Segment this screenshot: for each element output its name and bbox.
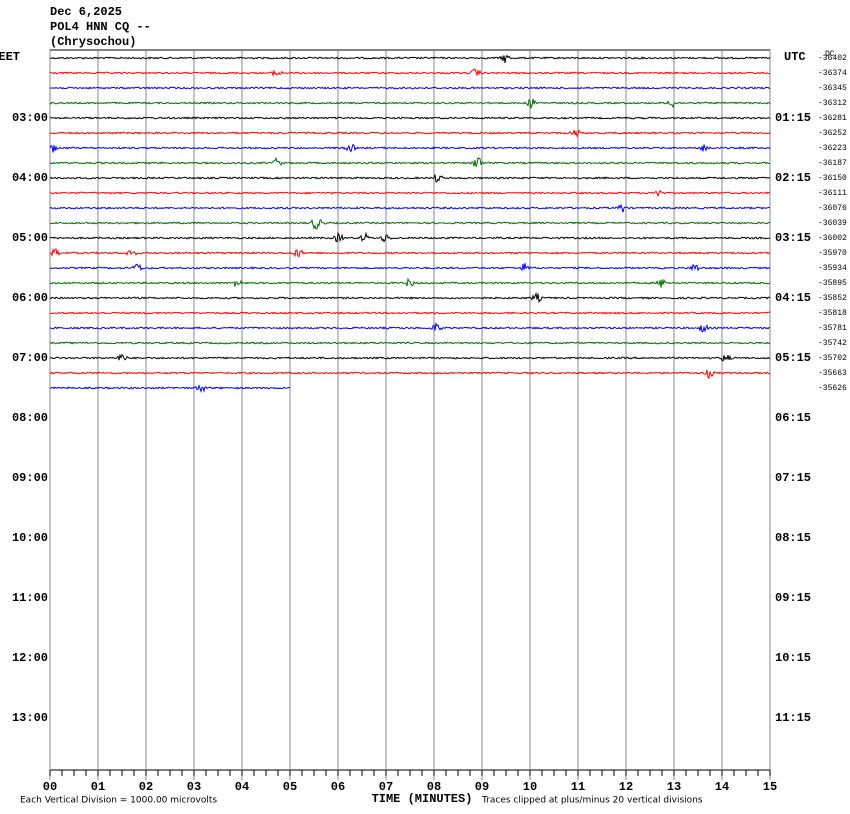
trace-offset: -36252 xyxy=(818,129,847,138)
trace xyxy=(49,54,771,63)
trace-offset: -36076 xyxy=(818,204,847,213)
x-tick-label: 10 xyxy=(523,780,537,794)
trace-offset: -35934 xyxy=(818,264,847,273)
left-zone: EET xyxy=(0,50,20,64)
left-hour-label: 10:00 xyxy=(12,531,48,545)
left-hour-label: 12:00 xyxy=(12,651,48,665)
left-hour-label: 06:00 xyxy=(12,291,48,305)
left-hour-label: 05:00 xyxy=(12,231,48,245)
trace xyxy=(49,369,771,380)
right-hour-label: 03:15 xyxy=(775,231,811,245)
trace xyxy=(49,116,771,120)
right-hour-label: 09:15 xyxy=(775,591,811,605)
dc-label: DC xyxy=(825,50,835,59)
trace-offset: -35781 xyxy=(818,324,847,333)
trace xyxy=(49,247,771,258)
trace xyxy=(49,156,770,167)
trace xyxy=(49,174,771,183)
x-tick-label: 07 xyxy=(379,780,393,794)
trace-offset: -36039 xyxy=(818,219,847,228)
trace-offset: -36223 xyxy=(818,144,847,153)
trace xyxy=(49,263,771,272)
trace xyxy=(49,322,771,333)
trace-offset: -35818 xyxy=(818,309,847,318)
x-tick-label: 06 xyxy=(331,780,345,794)
x-tick-label: 02 xyxy=(139,780,153,794)
trace xyxy=(49,189,771,198)
trace-offset: -35626 xyxy=(818,384,847,393)
trace-offset: -36402 xyxy=(818,54,847,63)
trace-offset: -36187 xyxy=(818,159,847,168)
x-tick-label: 08 xyxy=(427,780,441,794)
trace-offset: -35702 xyxy=(818,354,847,363)
left-hour-label: 09:00 xyxy=(12,471,48,485)
scale-note: Each Vertical Division = 1000.00 microvo… xyxy=(20,796,217,806)
trace-offset: -36150 xyxy=(818,174,847,183)
x-tick-label: 03 xyxy=(187,780,201,794)
station: POL4 HNN CQ -- xyxy=(50,20,151,34)
right-hour-label: 02:15 xyxy=(775,171,811,185)
trace xyxy=(50,383,291,394)
trace-offset: -36281 xyxy=(818,114,847,123)
trace xyxy=(49,129,771,138)
x-tick-label: 12 xyxy=(619,780,633,794)
trace-offset: -35742 xyxy=(818,339,847,348)
trace xyxy=(49,311,771,315)
trace-offset: -36002 xyxy=(818,234,847,243)
trace xyxy=(49,341,771,345)
right-hour-label: 07:15 xyxy=(775,471,811,485)
x-tick-label: 14 xyxy=(715,780,729,794)
x-tick-label: 04 xyxy=(235,780,249,794)
right-hour-label: 11:15 xyxy=(775,711,811,725)
trace xyxy=(49,203,770,213)
trace xyxy=(49,143,771,153)
right-hour-label: 01:15 xyxy=(775,111,811,125)
right-hour-label: 04:15 xyxy=(775,291,811,305)
x-tick-label: 15 xyxy=(763,780,777,794)
trace xyxy=(50,353,771,362)
trace-offset: -35970 xyxy=(818,249,847,258)
x-axis-label: TIME (MINUTES) xyxy=(372,792,473,806)
left-hour-label: 07:00 xyxy=(12,351,48,365)
x-tick-label: 05 xyxy=(283,780,297,794)
left-hour-label: 11:00 xyxy=(12,591,48,605)
trace xyxy=(49,86,771,90)
left-hour-label: 13:00 xyxy=(12,711,48,725)
right-hour-label: 10:15 xyxy=(775,651,811,665)
left-hour-label: 08:00 xyxy=(12,411,48,425)
trace xyxy=(49,218,770,230)
trace-offset: -35852 xyxy=(818,294,847,303)
location: (Chrysochou) xyxy=(50,35,136,49)
title: Dec 6,2025 xyxy=(50,5,122,19)
trace-offset: -36374 xyxy=(818,69,847,78)
left-hour-label: 03:00 xyxy=(12,111,48,125)
trace xyxy=(49,277,771,288)
clip-note: Traces clipped at plus/minus 20 vertical… xyxy=(481,796,703,806)
right-hour-label: 06:15 xyxy=(775,411,811,425)
trace xyxy=(49,231,771,243)
x-tick-label: 00 xyxy=(43,780,57,794)
x-tick-label: 01 xyxy=(91,780,105,794)
trace-offset: -35895 xyxy=(818,279,847,288)
trace xyxy=(49,98,771,110)
trace xyxy=(49,291,771,304)
x-tick-label: 11 xyxy=(571,780,585,794)
left-hour-label: 04:00 xyxy=(12,171,48,185)
trace-offset: -36345 xyxy=(818,84,847,93)
right-hour-label: 08:15 xyxy=(775,531,811,545)
right-zone: UTC xyxy=(784,50,806,64)
x-tick-label: 13 xyxy=(667,780,681,794)
right-hour-label: 05:15 xyxy=(775,351,811,365)
trace-offset: -36312 xyxy=(818,99,847,108)
trace xyxy=(49,68,771,78)
trace-offset: -36111 xyxy=(818,189,847,198)
x-tick-label: 09 xyxy=(475,780,489,794)
trace-offset: -35663 xyxy=(818,369,847,378)
